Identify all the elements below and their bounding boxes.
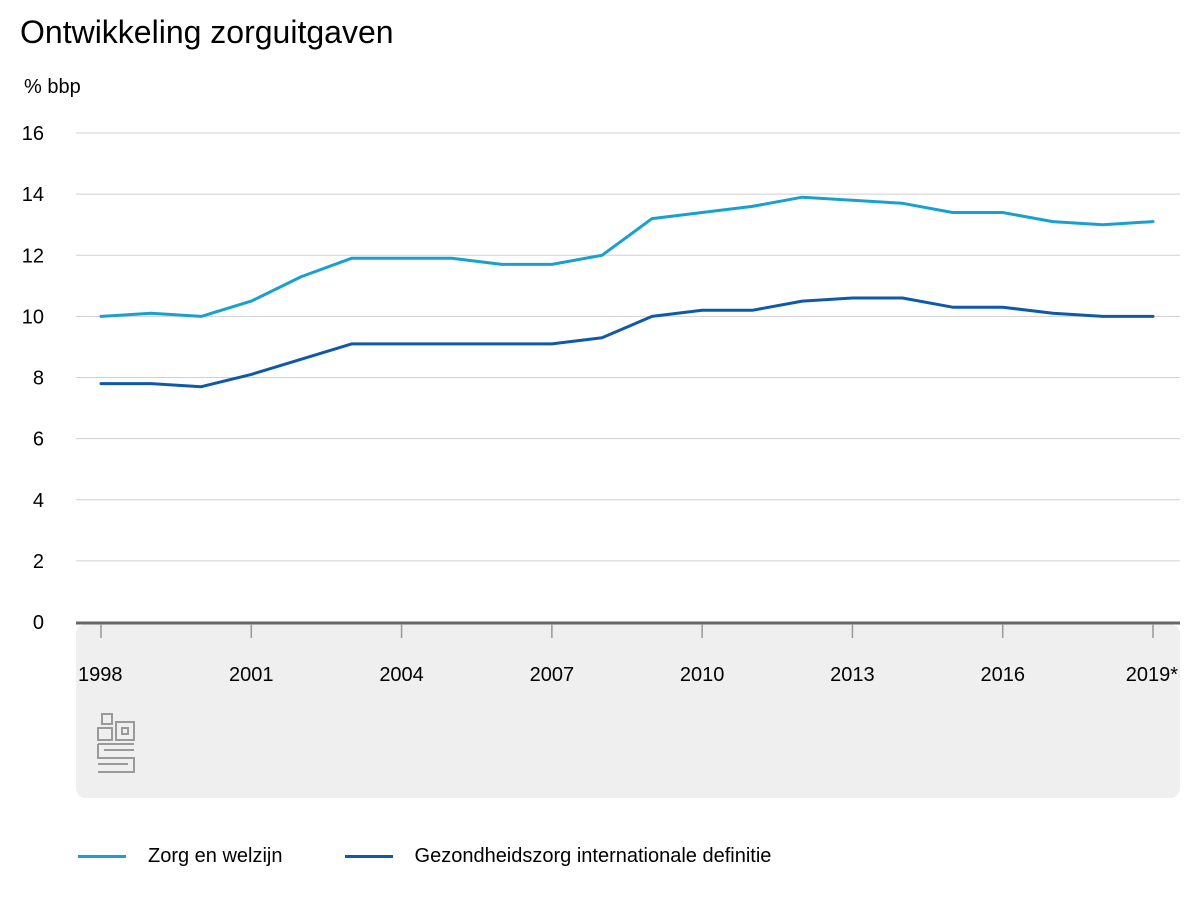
grid-lines xyxy=(76,132,1180,562)
y-tick-label: 8 xyxy=(33,368,44,390)
legend-label: Gezondheidszorg internationale definitie xyxy=(414,845,772,867)
y-axis: 0 2 4 6 8 10 12 14 16 xyxy=(22,123,44,634)
series-line-1 xyxy=(99,195,1155,318)
y-tick-label: 6 xyxy=(33,429,44,451)
series-line-2 xyxy=(99,296,1155,389)
legend-swatch xyxy=(78,855,126,858)
x-tick-label: 2013 xyxy=(830,664,875,686)
legend-item-zorg-en-welzijn: Zorg en welzijn xyxy=(78,845,283,868)
x-tick-label: 2010 xyxy=(680,664,725,686)
x-tick-label: 2004 xyxy=(379,664,424,686)
legend-item-gezondheidszorg: Gezondheidszorg internationale definitie xyxy=(344,845,772,868)
x-tick-label: 2001 xyxy=(229,664,274,686)
legend-swatch xyxy=(344,855,393,858)
y-axis-label: % bbp xyxy=(24,76,81,98)
series-lines xyxy=(99,195,1155,389)
cbs-logo-icon xyxy=(96,712,136,779)
y-tick-label: 14 xyxy=(22,184,44,206)
footer-panel xyxy=(76,624,1180,798)
legend-label: Zorg en welzijn xyxy=(148,845,283,867)
y-tick-label: 2 xyxy=(33,551,44,573)
chart-title: Ontwikkeling zorguitgaven xyxy=(20,14,394,50)
y-tick-label: 12 xyxy=(22,245,44,267)
x-tick-label: 2016 xyxy=(980,664,1025,686)
legend: Zorg en welzijn Gezondheidszorg internat… xyxy=(78,845,833,868)
y-tick-label: 0 xyxy=(33,612,44,634)
y-tick-label: 4 xyxy=(33,490,44,512)
x-tick-label: 2019* xyxy=(1126,664,1178,686)
y-tick-label: 16 xyxy=(22,123,44,145)
x-tick-label: 1998 xyxy=(78,664,123,686)
x-axis: 1998 2001 2004 2007 2010 2013 2016 2019* xyxy=(76,621,1180,686)
y-tick-label: 10 xyxy=(22,306,44,328)
x-tick-label: 2007 xyxy=(530,664,575,686)
